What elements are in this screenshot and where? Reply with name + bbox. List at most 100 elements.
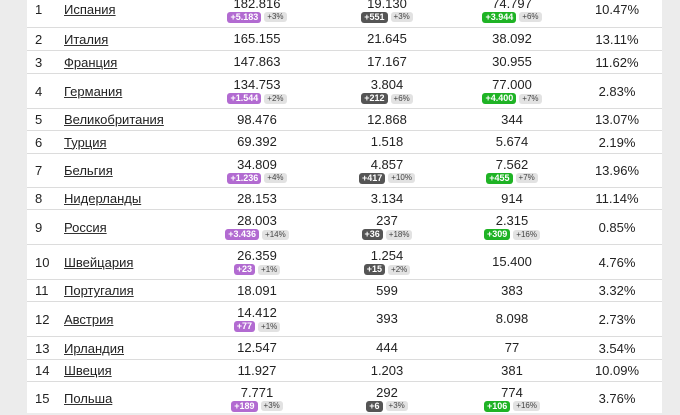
country-link[interactable]: Польша [64,391,113,406]
deaths-delta-badge: +15 [363,264,386,275]
country-cell[interactable]: Бельгия [64,154,214,187]
recovered-delta-badge: +309 [484,229,511,240]
table-row: 4 Германия 134.753 +1.544 +2% 3.804 +212 +… [27,74,662,109]
recovered-delta-badge: +4.400 [482,93,517,104]
recovered-value: 15.400 [492,254,532,269]
country-link[interactable]: Австрия [64,311,114,327]
cases-value: 69.392 [237,134,277,149]
country-link[interactable]: Германия [64,83,123,99]
cases-cell: 98.476 [197,109,317,130]
cases-value: 134.753 [233,77,281,92]
country-cell[interactable]: Германия [64,74,214,108]
rank-cell: 6 [35,134,43,150]
country-cell[interactable]: Польша [64,382,214,415]
country-cell[interactable]: Турция [64,131,214,153]
deaths-value: 393 [376,311,398,326]
country-cell[interactable]: Россия [64,210,214,244]
table-row: 2 Италия 165.155 21.645 38.092 13.11% [27,28,662,51]
recovered-percent-badge: +16% [513,229,540,240]
country-link[interactable]: Нидерланды [64,191,142,206]
deaths-cell: 599 [327,280,447,301]
deaths-delta-badge: +6 [366,400,383,412]
cases-delta-badge: +23 [233,264,256,275]
country-cell[interactable]: Испания [64,0,214,27]
recovered-value: 914 [501,190,523,206]
cases-percent-badge: +1% [258,264,281,275]
cases-cell: 69.392 [197,131,317,153]
cases-percent-badge: +3% [260,401,283,411]
recovered-cell: 30.955 [452,51,572,73]
deaths-value: 1.203 [370,362,404,378]
country-link[interactable]: Турция [64,134,107,150]
cases-delta-badge: +3.436 [225,229,260,240]
cases-value: 26.359 [237,248,277,263]
rank-cell: 14 [35,363,50,378]
cases-value: 11.927 [237,362,277,378]
country-cell[interactable]: Португалия [64,280,214,301]
cases-cell: 165.155 [197,28,317,50]
recovered-cell: 381 [452,360,572,381]
deaths-cell: 393 [327,302,447,336]
country-link[interactable]: Испания [64,2,116,17]
recovered-delta-badge: +106 [484,400,511,412]
recovered-cell: 5.674 [452,131,572,153]
rank-cell: 13 [35,340,50,356]
cases-value: 182.816 [233,0,281,11]
recovered-cell: 77.000 +4.400 +7% [452,74,572,108]
recovered-percent-badge: +7% [515,173,538,183]
country-link[interactable]: Швеция [64,363,112,378]
cases-value: 34.809 [237,156,277,172]
country-link[interactable]: Португалия [64,283,134,298]
cases-delta-badge: +1.236 [227,172,262,184]
deaths-cell: 12.868 [327,109,447,130]
deaths-value: 21.645 [367,31,407,46]
country-cell[interactable]: Ирландия [64,337,214,359]
cases-percent-badge: +3% [264,12,287,22]
country-cell[interactable]: Швеция [64,360,214,381]
deaths-value: 3.134 [370,190,404,206]
recovered-cell: 15.400 [452,245,572,279]
cases-value: 98.476 [237,111,277,127]
rank-cell: 1 [35,2,43,17]
cases-cell: 182.816 +5.183 +3% [197,0,317,27]
recovered-cell: 38.092 [452,28,572,50]
country-cell[interactable]: Нидерланды [64,188,214,209]
share-cell: 3.54% [598,340,636,356]
country-cell[interactable]: Великобритания [64,109,214,130]
cases-percent-badge: +1% [258,321,281,332]
deaths-cell: 237 +36 +18% [327,210,447,244]
table-row: 8 Нидерланды 28.153 3.134 914 11.14% [27,188,662,210]
table-row: 1 Испания 182.816 +5.183 +3% 19.130 +551 +… [27,0,662,28]
country-link[interactable]: Бельгия [64,163,113,178]
deaths-value: 4.857 [370,156,404,172]
cases-cell: 134.753 +1.544 +2% [197,74,317,108]
country-link[interactable]: Италия [64,31,109,47]
deaths-percent-badge: +6% [390,93,413,104]
deaths-value: 1.518 [370,134,404,149]
cases-value: 12.547 [237,340,277,355]
rank-cell: 3 [35,54,43,70]
share-cell: 4.76% [598,254,636,270]
recovered-cell: 77 [452,337,572,359]
deaths-cell: 1.203 [327,360,447,381]
country-link[interactable]: Великобритания [64,112,164,127]
country-link[interactable]: Франция [64,54,118,70]
table-row: 6 Турция 69.392 1.518 5.674 2.19% [27,131,662,154]
deaths-value: 1.254 [370,248,404,263]
country-cell[interactable]: Австрия [64,302,214,336]
deaths-cell: 1.254 +15 +2% [327,245,447,279]
country-link[interactable]: Россия [64,219,107,235]
table-row: 13 Ирландия 12.547 444 77 3.54% [27,337,662,360]
cases-percent-badge: +4% [264,173,287,183]
cases-cell: 28.003 +3.436 +14% [197,210,317,244]
cases-cell: 18.091 [197,280,317,301]
deaths-value: 3.804 [370,77,404,92]
country-link[interactable]: Ирландия [64,340,125,356]
country-cell[interactable]: Франция [64,51,214,73]
recovered-cell: 2.315 +309 +16% [452,210,572,244]
country-cell[interactable]: Италия [64,28,214,50]
deaths-value: 599 [376,282,398,298]
cases-value: 7.771 [240,384,274,400]
country-link[interactable]: Швейцария [64,254,134,270]
country-cell[interactable]: Швейцария [64,245,214,279]
